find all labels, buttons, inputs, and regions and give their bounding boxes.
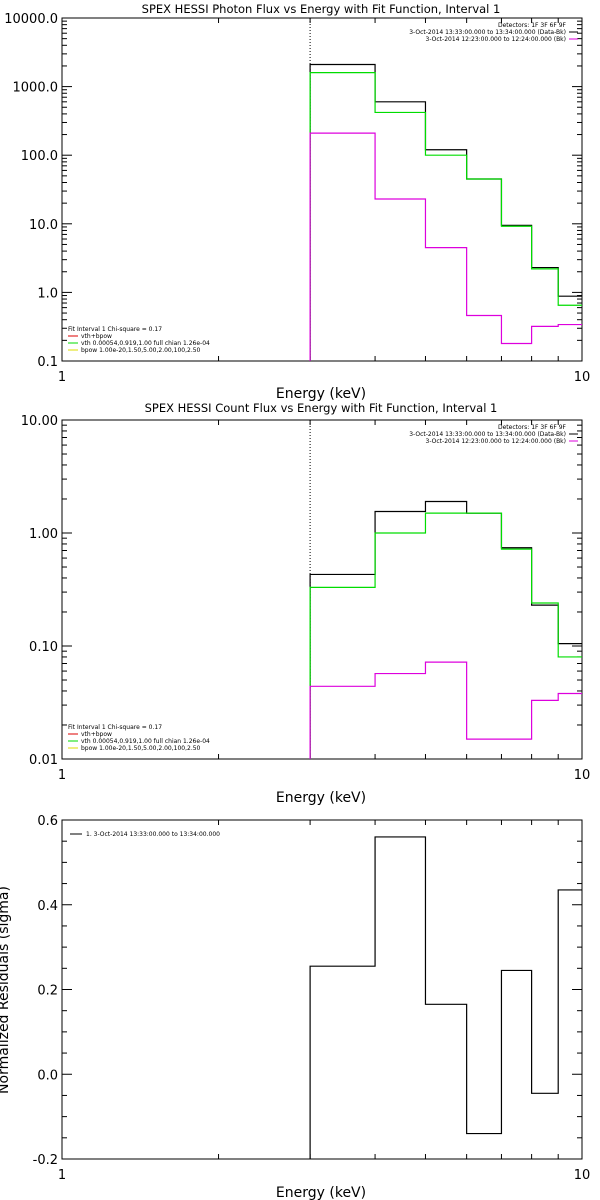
plot-frame [61,17,583,362]
y-tick-label: 1.00 [29,527,58,542]
legend-top-entry: 3-Oct-2014 13:33:00.000 to 13:34:00.000 … [409,29,566,36]
y-tick-label: 1.0 [37,286,58,301]
residuals-xlabel: Energy (keV) [276,1185,366,1200]
legend-top-entry: 3-Oct-2014 13:33:00.000 to 13:34:00.000 … [409,431,566,438]
y-tick-label: 0.1 [37,355,58,370]
photon-flux-xlabel: Energy (keV) [276,386,366,402]
count-flux-panel: SPEX HESSI Count Flux vs Energy with Fit… [21,401,590,806]
y-tick-label: 10000.0 [4,12,58,27]
y-tick-label: 0.10 [29,640,58,655]
x-tick-label: 1 [58,768,66,783]
y-tick-label: 0.4 [37,899,58,914]
x-tick-label: 10 [574,768,591,783]
x-tick-label: 10 [574,370,591,385]
residuals-panel: Energy (keV) Normalized Residuals (sigma… [0,814,590,1200]
y-tick-label: -0.2 [33,1153,58,1168]
legend-fit-entry: bpow 1.00e-20,1.50,5.00,2.00,100,2.50 [81,347,201,354]
series-step-vth [309,71,582,361]
legend-top-entry: Detectors: 1F 3F 6F 9F [498,424,567,431]
y-tick-label: 0.6 [37,814,58,829]
plot-frame [61,419,583,760]
plot-frame [61,819,583,1160]
y-tick-label: 10.00 [21,414,58,429]
x-tick-label: 1 [58,1168,66,1183]
y-tick-label: 10.0 [29,218,58,233]
x-tick-label: 1 [58,370,66,385]
x-tick-label: 10 [574,1168,591,1183]
photon-flux-panel: SPEX HESSI Photon Flux vs Energy with Fi… [4,2,590,402]
legend-top-entry: 3-Oct-2014 12:23:00.000 to 12:24:00.000 … [426,438,567,445]
series-step-data [309,63,582,361]
series-step-residuals [309,836,582,1159]
residuals-ylabel: Normalized Residuals (sigma) [0,886,12,1094]
y-tick-label: 100.0 [21,149,58,164]
legend-fit-header: Fit Interval 1 Chi-square = 0.17 [68,326,162,333]
legend-top-entry: Detectors: 1F 3F 6F 9F [498,22,567,29]
series-step-data [309,500,582,759]
legend-fit-entry: bpow 1.00e-20,1.50,5.00,2.00,100,2.50 [81,745,201,752]
y-tick-label: 0.2 [37,984,58,999]
y-tick-label: 0.01 [29,753,58,768]
count-flux-xlabel: Energy (keV) [276,790,366,806]
legend-fit-entry: vth 0.00054,0.919,1.00 full chian 1.26e-… [81,738,210,745]
photon-flux-title: SPEX HESSI Photon Flux vs Energy with Fi… [142,2,501,16]
series-step-bpow [309,132,582,361]
count-flux-title: SPEX HESSI Count Flux vs Energy with Fit… [145,401,498,415]
y-tick-label: 1000.0 [13,81,59,96]
series-step-vth [309,512,582,759]
legend-fit-entry: vth+bpow [81,333,112,340]
series-step-bpow [309,661,582,759]
y-tick-label: 0.0 [37,1068,58,1083]
legend-fit-header: Fit Interval 1 Chi-square = 0.17 [68,724,162,731]
legend-fit-entry: vth+bpow [81,731,112,738]
legend-entry: 1. 3-Oct-2014 13:33:00.000 to 13:34:00.0… [86,831,220,838]
legend-top-entry: 3-Oct-2014 12:23:00.000 to 12:24:00.000 … [426,36,567,43]
legend-fit-entry: vth 0.00054,0.919,1.00 full chian 1.26e-… [81,340,210,347]
